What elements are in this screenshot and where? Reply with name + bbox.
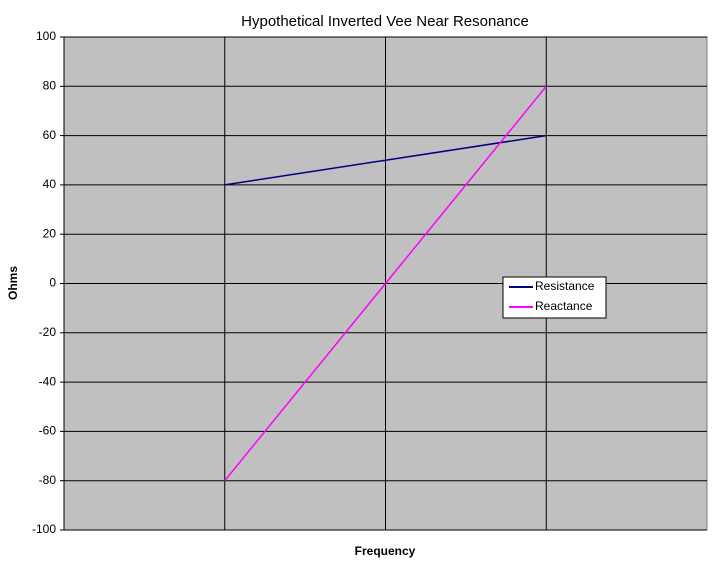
y-tick-label: 60 bbox=[43, 128, 57, 142]
legend-box bbox=[502, 276, 607, 319]
y-tick-label: -100 bbox=[32, 522, 56, 536]
y-tick-label: 0 bbox=[49, 276, 56, 290]
x-axis-title: Frequency bbox=[355, 544, 416, 558]
legend-label: Resistance bbox=[535, 279, 595, 293]
series-line bbox=[224, 134, 547, 186]
y-tick-label: 100 bbox=[36, 29, 56, 43]
y-axis-title: Ohms bbox=[6, 266, 20, 300]
series-line bbox=[224, 85, 547, 482]
y-tick-label: -40 bbox=[39, 374, 57, 388]
y-tick-label: 40 bbox=[43, 177, 57, 191]
y-tick-label: -60 bbox=[39, 424, 57, 438]
legend-label: Reactance bbox=[535, 299, 593, 313]
chart-title: Hypothetical Inverted Vee Near Resonance bbox=[241, 13, 529, 30]
y-tick-label: 20 bbox=[43, 226, 57, 240]
y-tick-label: 80 bbox=[43, 78, 57, 92]
y-tick-label: -80 bbox=[39, 473, 57, 487]
y-tick-label: -20 bbox=[39, 325, 57, 339]
